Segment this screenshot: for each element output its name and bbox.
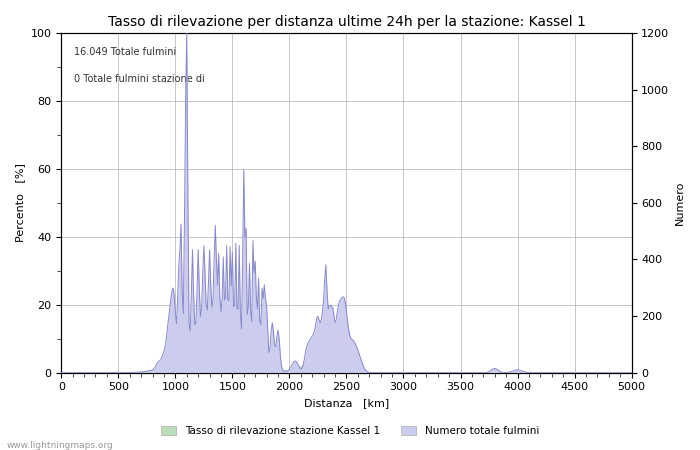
Title: Tasso di rilevazione per distanza ultime 24h per la stazione: Kassel 1: Tasso di rilevazione per distanza ultime… (108, 15, 585, 29)
Y-axis label: Numero: Numero (675, 180, 685, 225)
Y-axis label: Percento   [%]: Percento [%] (15, 163, 25, 242)
X-axis label: Distanza   [km]: Distanza [km] (304, 398, 389, 408)
Text: 0 Totale fulmini stazione di: 0 Totale fulmini stazione di (74, 74, 204, 84)
Text: www.lightningmaps.org: www.lightningmaps.org (7, 441, 113, 450)
Legend: Tasso di rilevazione stazione Kassel 1, Numero totale fulmini: Tasso di rilevazione stazione Kassel 1, … (157, 422, 543, 440)
Text: 16.049 Totale fulmini: 16.049 Totale fulmini (74, 46, 176, 57)
